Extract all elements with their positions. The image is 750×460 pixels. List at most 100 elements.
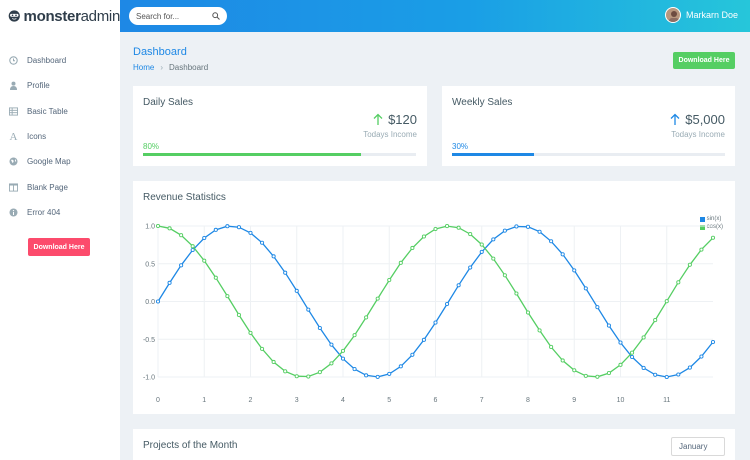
data-point <box>317 370 322 375</box>
search-box[interactable] <box>129 7 227 25</box>
user-name[interactable]: Markarn Doe <box>685 10 738 20</box>
y-tick-label: -0.5 <box>143 337 155 344</box>
month-select[interactable]: January <box>671 437 725 456</box>
data-point <box>595 305 600 310</box>
data-point <box>491 256 496 261</box>
user-menu[interactable]: Markarn Doe <box>664 7 738 23</box>
data-point <box>340 348 346 353</box>
data-point <box>468 232 473 237</box>
sidebar-download-button[interactable]: Download Here <box>28 238 90 256</box>
breadcrumb-home-link[interactable]: Home <box>133 63 155 72</box>
sidebar-item-dashboard[interactable]: Dashboard <box>0 48 120 73</box>
sidebar-item-basic-table[interactable]: Basic Table <box>0 99 120 124</box>
data-point <box>456 225 461 230</box>
data-point <box>595 374 600 379</box>
avatar[interactable] <box>664 7 681 23</box>
x-tick-label: 4 <box>341 397 345 404</box>
sidebar-item-blank-page[interactable]: Blank Page <box>0 174 120 199</box>
header-bar: Markarn Doe <box>120 0 750 32</box>
legend-swatch <box>699 216 705 222</box>
daily-sales-amount: $120 <box>373 112 417 127</box>
data-point <box>410 352 415 357</box>
x-tick-label: 11 <box>663 397 670 404</box>
data-point <box>329 342 334 347</box>
data-point <box>710 339 716 345</box>
sidebar-item-label: Google Map <box>27 157 71 167</box>
data-point <box>179 263 184 268</box>
data-point <box>202 258 207 263</box>
data-point <box>560 252 565 257</box>
arrow-up-icon <box>670 113 680 125</box>
legend-swatch <box>699 224 705 230</box>
sidebar-item-label: Blank Page <box>27 182 68 192</box>
sidebar-item-icons[interactable]: A Icons <box>0 124 120 149</box>
x-tick-label: 7 <box>480 397 484 404</box>
data-point <box>687 365 692 370</box>
data-point <box>375 374 380 379</box>
page-title: Dashboard <box>133 46 187 58</box>
data-point <box>398 364 403 369</box>
data-point <box>676 372 681 377</box>
data-point <box>560 358 565 363</box>
data-point <box>664 299 669 304</box>
progress-track <box>143 153 416 156</box>
brand-logo[interactable]: monsteradmin <box>0 0 120 32</box>
data-point <box>468 265 473 270</box>
data-point <box>618 362 623 367</box>
revenue-chart: 1.0 0.5 0.0 -0.5 -1.0 0 1 2 3 4 5 6 7 8 9 10 11 <box>143 224 716 404</box>
data-point <box>549 344 554 350</box>
y-tick-label: 0.5 <box>145 261 155 268</box>
x-tick-label: 10 <box>617 397 625 404</box>
search-icon[interactable] <box>212 12 220 20</box>
data-point <box>260 240 265 245</box>
arrow-up-icon <box>373 113 383 125</box>
data-point <box>155 299 161 304</box>
columns-icon <box>9 183 18 192</box>
y-tick-label: -1.0 <box>143 375 155 382</box>
data-point <box>283 369 288 374</box>
card-subtitle: Todays Income <box>363 130 417 139</box>
data-point <box>410 245 415 251</box>
data-point <box>421 234 426 239</box>
data-point <box>572 268 577 273</box>
data-point <box>236 225 241 230</box>
sidebar-item-profile[interactable]: Profile <box>0 73 120 98</box>
sidebar-item-error-404[interactable]: Error 404 <box>0 200 120 225</box>
data-point <box>260 346 265 351</box>
data-point <box>271 359 276 365</box>
progress-bar <box>143 153 362 156</box>
sidebar-item-google-map[interactable]: Google Map <box>0 149 120 174</box>
data-point <box>606 323 611 328</box>
data-point <box>167 226 172 231</box>
data-point <box>479 249 484 254</box>
chart-title: Revenue Statistics <box>143 192 226 203</box>
top-bar: monsteradmin Markarn Doe <box>0 0 750 32</box>
data-point <box>433 226 438 232</box>
data-point <box>271 254 276 259</box>
sidebar-item-label: Icons <box>27 132 47 142</box>
data-point <box>433 320 438 325</box>
projects-card: Projects of the Month January <box>133 429 735 460</box>
data-point <box>606 371 611 376</box>
x-tick-label: 3 <box>295 397 299 404</box>
data-point <box>294 374 299 379</box>
data-point <box>641 365 646 370</box>
data-point <box>202 235 207 241</box>
sidebar-item-label: Profile <box>27 81 50 91</box>
data-point <box>491 237 496 242</box>
data-point <box>190 247 195 253</box>
download-button[interactable]: Download Here <box>673 52 735 69</box>
data-point <box>306 307 311 312</box>
data-point <box>398 260 403 265</box>
data-point <box>525 310 531 315</box>
search-input[interactable] <box>136 11 206 21</box>
data-point <box>502 228 507 233</box>
sidebar-item-label: Dashboard <box>27 56 67 66</box>
data-point <box>387 278 392 283</box>
revenue-card: Revenue Statistics sin(x) cos(x) 1.0 0.5 0… <box>133 181 735 414</box>
data-point <box>306 374 311 379</box>
data-point <box>352 333 357 338</box>
data-point <box>630 350 635 355</box>
data-point <box>687 262 692 267</box>
x-tick-label: 1 <box>202 397 206 404</box>
